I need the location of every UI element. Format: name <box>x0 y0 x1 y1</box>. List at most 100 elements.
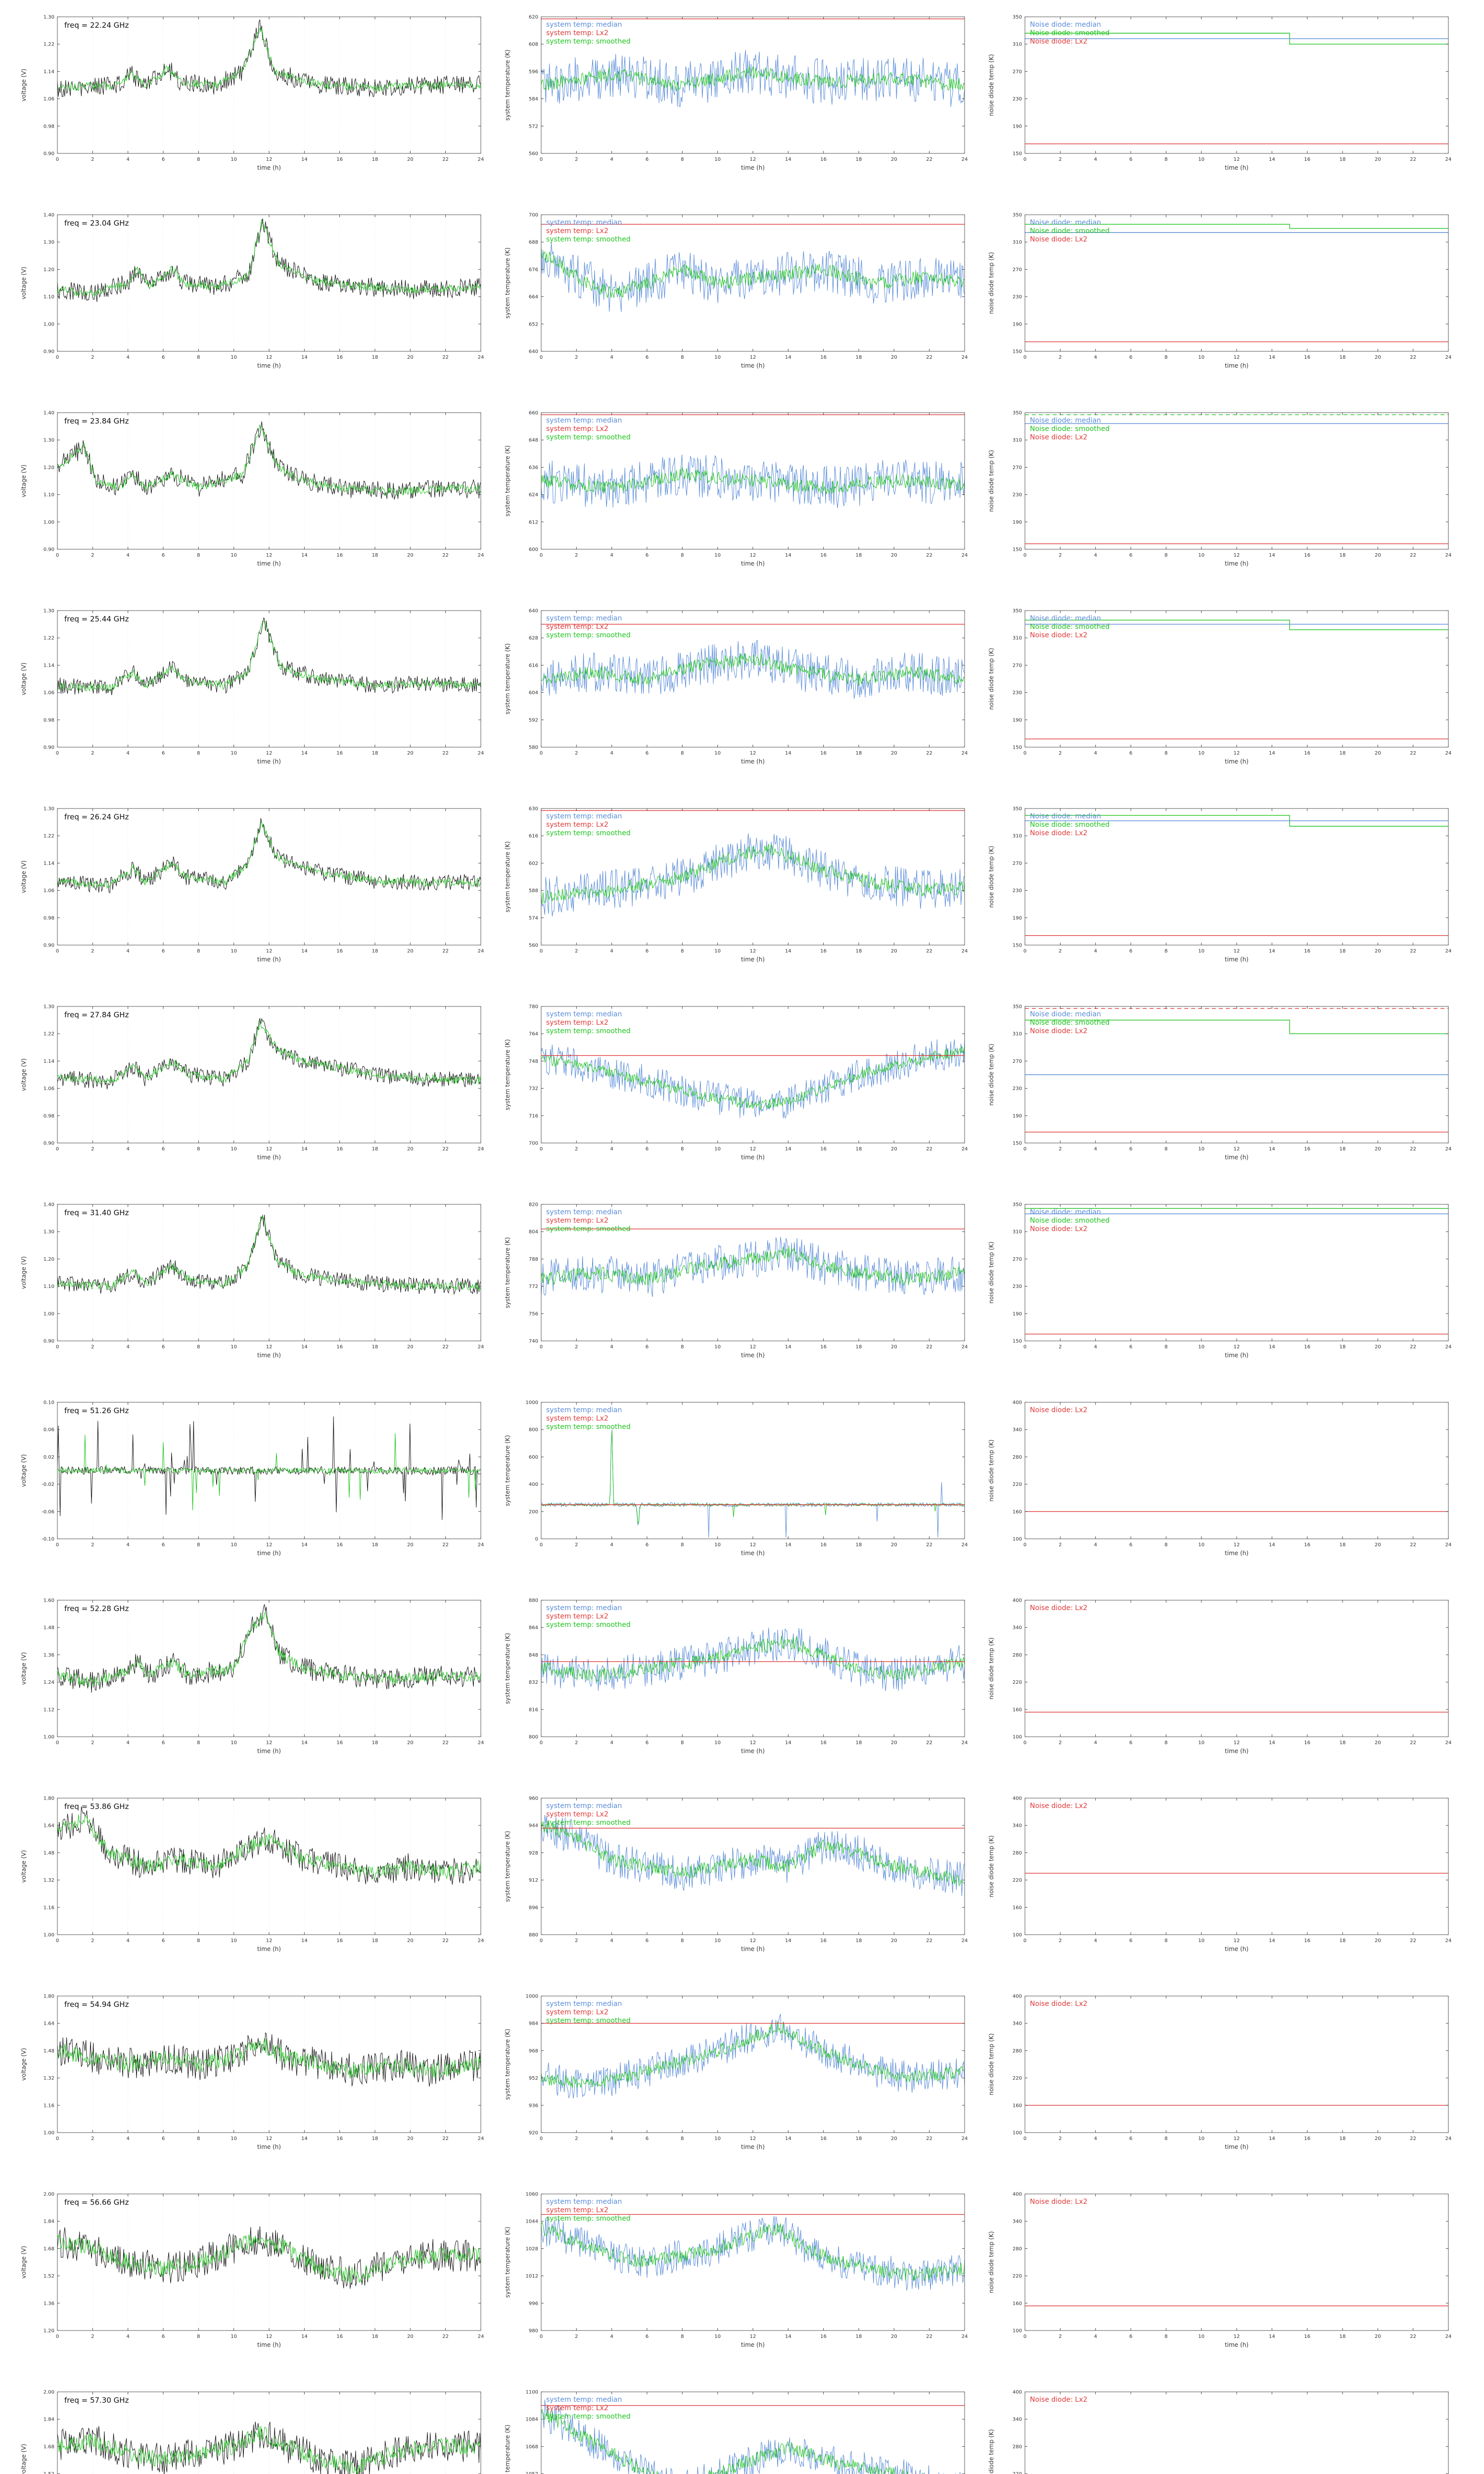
y-tick-label: 688 <box>529 240 538 245</box>
x-tick-label: 14 <box>1269 1740 1275 1746</box>
x-axis-label: time (h) <box>1225 2341 1249 2348</box>
legend-label: Noise diode: smoothed <box>1030 29 1110 37</box>
legend-label: Noise diode: smoothed <box>1030 425 1110 433</box>
y-tick-label: 100 <box>1013 2329 1022 2334</box>
legend-label: Noise diode: smoothed <box>1030 623 1110 631</box>
x-axis-label: time (h) <box>741 1946 765 1952</box>
y-axis-label: system temperature (K) <box>504 49 511 121</box>
x-tick-label: 24 <box>478 1938 484 1944</box>
y-tick-label: 160 <box>1013 1707 1022 1713</box>
series-black <box>57 421 481 500</box>
x-tick-label: 8 <box>197 2136 200 2141</box>
x-tick-label: 18 <box>372 1740 378 1746</box>
y-tick-label: 230 <box>1013 1284 1022 1289</box>
x-tick-label: 24 <box>1445 1344 1452 1350</box>
x-tick-label: 18 <box>1340 157 1346 162</box>
y-tick-label: 230 <box>1013 690 1022 696</box>
y-tick-label: 600 <box>529 547 538 553</box>
x-tick-label: 8 <box>1164 1344 1167 1350</box>
x-tick-label: 16 <box>820 1542 827 1548</box>
x-tick-label: 14 <box>301 2334 308 2339</box>
legend-label: Noise diode: Lx2 <box>1030 2000 1087 2008</box>
x-tick-label: 16 <box>1304 751 1310 756</box>
y-tick-label: 928 <box>529 1851 538 1856</box>
legend-label: system temp: median <box>546 1406 622 1414</box>
x-axis-label: time (h) <box>741 2341 765 2348</box>
y-tick-label: 190 <box>1013 915 1022 921</box>
series-black <box>57 1806 481 1885</box>
x-tick-label: 16 <box>1304 157 1310 162</box>
x-tick-label: 6 <box>646 157 649 162</box>
legend-label: system temp: median <box>546 1010 622 1018</box>
panel-col2: 0 2 4 6 8 10 12 14 16 18 20 22 24 800 816 832 848 864 880 t… <box>502 1595 972 1769</box>
x-tick-label: 22 <box>926 1938 932 1944</box>
x-tick-label: 10 <box>1198 553 1205 558</box>
y-tick-label: 400 <box>1013 2192 1022 2197</box>
x-tick-label: 24 <box>1445 355 1452 360</box>
legend-label: Noise diode: Lx2 <box>1030 631 1087 639</box>
panel-col1: 0 2 4 6 8 10 12 14 16 18 20 22 24 0.90 0.98 1.06 1.14 1.2… <box>18 606 488 780</box>
x-tick-label: 18 <box>1340 2136 1346 2141</box>
y-tick-label: 220 <box>1013 2076 1022 2081</box>
y-tick-label: 700 <box>529 213 538 218</box>
y-tick-label: 150 <box>1013 349 1022 355</box>
x-axis-label: time (h) <box>257 560 281 567</box>
series-blue <box>541 2216 965 2291</box>
x-tick-label: 10 <box>231 1740 237 1746</box>
axes-frame <box>57 412 481 550</box>
series-green <box>57 1814 481 1879</box>
x-tick-label: 4 <box>1094 1542 1097 1548</box>
y-tick-label: 1.00 <box>44 1311 54 1317</box>
x-tick-label: 16 <box>336 553 343 558</box>
x-tick-label: 6 <box>162 949 165 954</box>
axes-frame <box>57 1600 481 1737</box>
x-tick-label: 14 <box>301 553 308 558</box>
y-tick-label: 848 <box>529 1653 538 1658</box>
x-tick-label: 22 <box>1410 553 1416 558</box>
x-tick-label: 24 <box>962 1542 968 1548</box>
x-tick-label: 14 <box>785 1146 791 1152</box>
x-tick-label: 20 <box>1375 1344 1381 1350</box>
y-tick-label: 780 <box>529 1004 538 1010</box>
x-tick-label: 20 <box>1375 2334 1381 2339</box>
x-tick-label: 0 <box>1023 553 1026 558</box>
x-tick-label: 16 <box>336 2136 343 2141</box>
y-tick-label: 150 <box>1013 151 1022 157</box>
x-tick-label: 22 <box>926 355 932 360</box>
series-blue <box>541 2399 961 2474</box>
x-tick-label: 12 <box>266 1146 273 1152</box>
y-tick-label: 1.64 <box>44 1823 54 1829</box>
x-tick-label: 20 <box>1375 1938 1381 1944</box>
x-tick-label: 24 <box>478 157 484 162</box>
frequency-row: 0 2 4 6 8 10 12 14 16 18 20 22 24 1.00 1.12 1.24 1.36 1.4… <box>0 1583 1484 1781</box>
x-tick-label: 16 <box>820 553 827 558</box>
y-tick-label: 1068 <box>526 2444 538 2450</box>
x-axis-label: time (h) <box>1225 1154 1249 1161</box>
plot-panel: 0 2 4 6 8 10 12 14 16 18 20 22 24740756772788804820t… <box>504 1202 968 1359</box>
legend-label: system temp: Lx2 <box>546 227 608 235</box>
x-axis-label: time (h) <box>257 362 281 369</box>
series-black <box>57 19 481 97</box>
x-tick-label: 6 <box>1129 157 1132 162</box>
x-tick-label: 14 <box>785 1740 791 1746</box>
x-tick-label: 4 <box>610 751 613 756</box>
y-tick-label: 996 <box>529 2301 538 2306</box>
x-tick-label: 20 <box>891 1740 897 1746</box>
axes-frame <box>1024 412 1449 550</box>
x-tick-label: 22 <box>1410 1938 1416 1944</box>
y-tick-label: 350 <box>1013 807 1022 812</box>
x-tick-label: 12 <box>750 553 756 558</box>
x-tick-label: 10 <box>231 553 237 558</box>
panel-col3: 0 2 4 6 8 10 12 14 16 18 20 22 24 150 190 230 270 310 350 t… <box>985 804 1455 978</box>
x-tick-label: 0 <box>1023 157 1026 162</box>
y-tick-label: 1.40 <box>44 1202 54 1208</box>
x-tick-label: 4 <box>1094 2136 1097 2141</box>
y-tick-label: -0.02 <box>42 1482 54 1487</box>
panel-col2: 0 2 4 6 8 10 12 14 16 18 20 22 24 920 936 952 968 984 1000… <box>502 1991 972 2165</box>
x-tick-label: 6 <box>162 1938 165 1944</box>
y-tick-label: 864 <box>529 1625 538 1631</box>
x-tick-label: 20 <box>407 157 414 162</box>
